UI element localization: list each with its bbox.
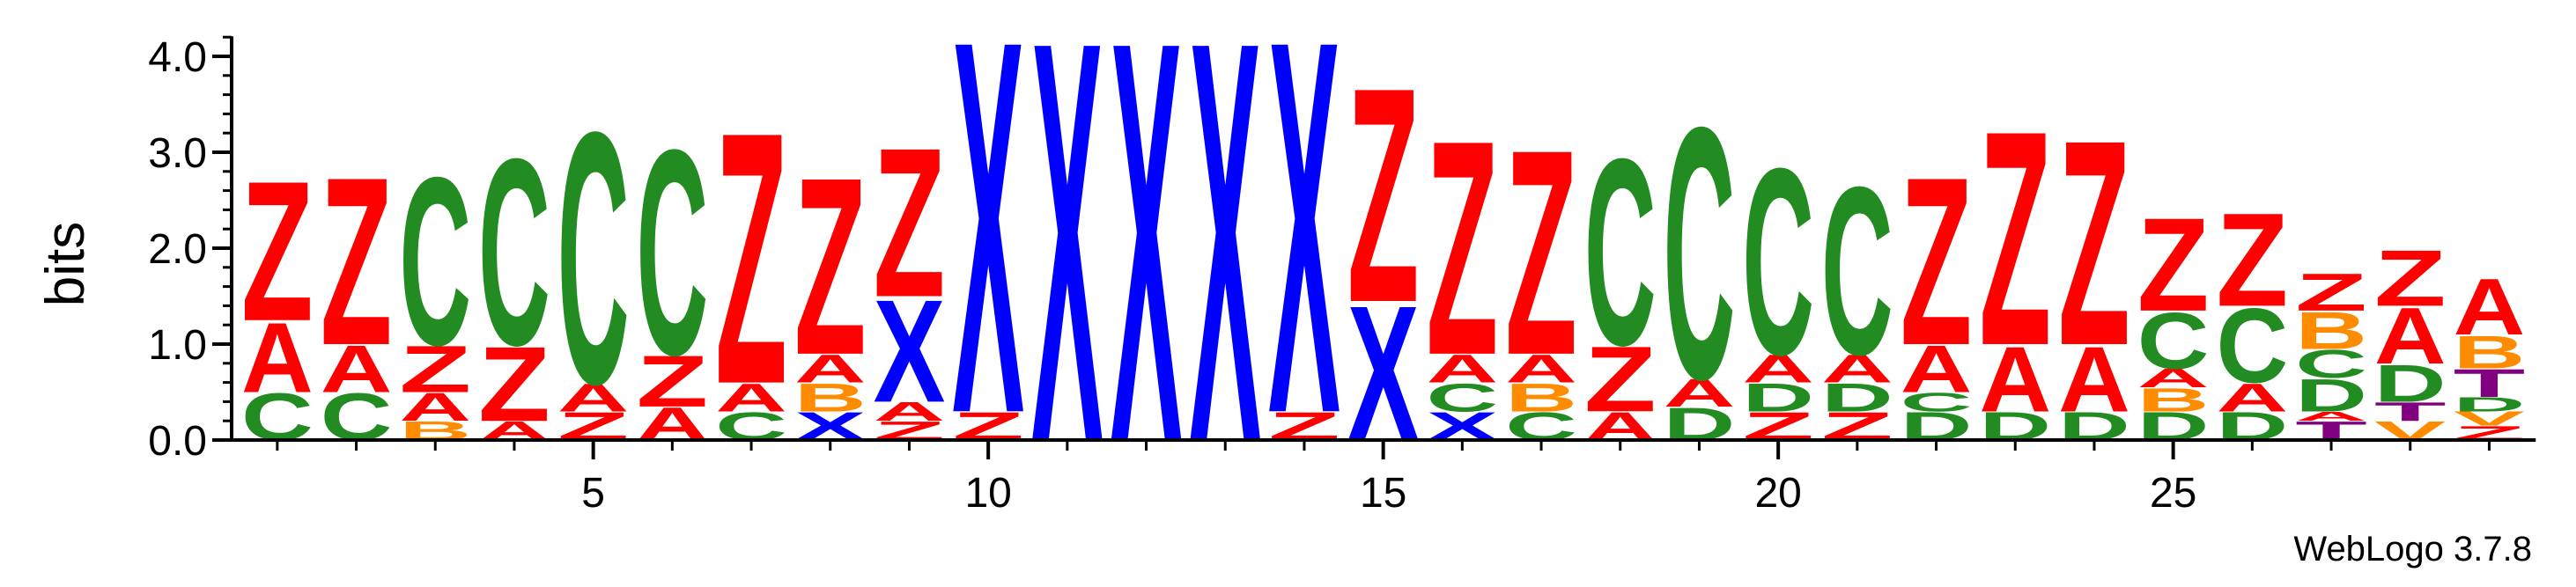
logo-letter-z-pos-3: Z	[399, 333, 471, 407]
y-tick-label: 2.0	[148, 226, 207, 273]
logo-letter-a-pos-20: A	[1742, 347, 1814, 392]
logo-letter-a-pos-8: A	[794, 347, 867, 392]
logo-letter-z-pos-23: Z	[1979, 66, 2051, 408]
logo-letter-z-pos-6: Z	[637, 340, 709, 422]
logo-letter-c-pos-22: C	[1901, 387, 1973, 417]
logo-letter-z-pos-9: Z	[874, 105, 946, 342]
logo-letter-x-pos-10: X	[952, 0, 1024, 525]
x-tick-label: 5	[581, 470, 605, 517]
x-tick-label: 25	[2150, 470, 2196, 517]
logo-letter-a-pos-24: A	[2058, 328, 2130, 432]
logo-letter-z-pos-18: Z	[1584, 327, 1657, 432]
axes: 0.0 1.0 2.0 3.0 4.0 5 10 15 20 25	[148, 34, 2536, 517]
logo-letter-v-pos-29: V	[2454, 407, 2525, 429]
logo-letter-b-pos-8: B	[794, 376, 867, 421]
logo-letter-z-pos-15: Z	[1347, 23, 1420, 365]
logo-letter-d-pos-27: D	[2295, 369, 2367, 421]
y-axis-label: bits	[35, 222, 96, 306]
logo-letter-z-pos-2: Z	[321, 128, 393, 395]
logo-letter-d-pos-28: D	[2374, 354, 2447, 413]
y-tick-label: 3.0	[148, 130, 207, 177]
logo-letter-a-pos-29: A	[2454, 262, 2526, 352]
logo-letter-c-pos-20: C	[1742, 114, 1814, 411]
logo-letter-x-pos-14: X	[1268, 0, 1340, 525]
logo-letter-a-pos-17: A	[1505, 347, 1577, 392]
logo-letter-x-pos-12: X	[1111, 0, 1183, 562]
logo-letter-z-pos-22: Z	[1901, 128, 1973, 395]
logo-letter-c-pos-21: C	[1821, 137, 1893, 405]
logo-letter-a-pos-1: A	[241, 302, 314, 414]
logo-letter-b-pos-25: B	[2137, 381, 2210, 418]
logo-letter-b-pos-29: B	[2454, 326, 2526, 378]
logo-letter-z-pos-28: Z	[2374, 234, 2447, 323]
logo-letter-a-pos-19: A	[1664, 371, 1736, 415]
logo-letter-a-pos-2: A	[321, 333, 393, 407]
logo-letter-x-pos-13: X	[1189, 0, 1261, 562]
logo-letter-c-pos-25: C	[2137, 296, 2210, 385]
logo-letter-a-pos-7: A	[715, 376, 787, 421]
logo-letter-z-pos-4: Z	[478, 326, 550, 444]
logo-letter-c-pos-18: C	[1584, 104, 1657, 401]
logo-letter-d-pos-21: D	[1821, 376, 1893, 421]
logo-letter-x-pos-9: X	[874, 269, 946, 433]
logo-letter-z-pos-17: Z	[1505, 88, 1577, 416]
logo-letter-a-pos-16: A	[1427, 347, 1499, 392]
logo-letter-z-pos-7: Z	[715, 58, 787, 459]
y-tick-label: 1.0	[148, 322, 207, 369]
logo-letter-z-pos-8: Z	[794, 125, 867, 408]
logo-letter-a-pos-9: A	[874, 397, 946, 427]
x-tick-label: 20	[1754, 470, 1801, 517]
logo-letter-a-pos-22: A	[1901, 333, 1973, 407]
logo-letter-a-pos-26: A	[2217, 376, 2289, 421]
x-tick-label: 15	[1360, 470, 1406, 517]
logo-letter-c-pos-4: C	[478, 104, 550, 401]
logo-letter-b-pos-17: B	[1505, 376, 1577, 421]
logo-letter-z-pos-1: Z	[241, 140, 314, 363]
logo-letter-t-pos-29: T	[2454, 361, 2526, 405]
logo-letter-a-pos-3: A	[399, 385, 471, 430]
logo-letter-a-pos-21: A	[1821, 347, 1893, 392]
logo-letter-z-pos-24: Z	[2058, 78, 2130, 407]
logo-letter-x-pos-11: X	[1031, 0, 1103, 562]
logo-letter-c-pos-3: C	[399, 128, 471, 395]
logo-letter-a-pos-28: A	[2374, 290, 2447, 380]
logo-letter-b-pos-27: B	[2295, 301, 2367, 360]
logo-letter-c-pos-5: C	[557, 57, 630, 459]
weblogo-version-label: WebLogo 3.7.8	[2293, 530, 2532, 569]
x-tick-label: 10	[964, 470, 1011, 517]
logo-letter-z-pos-26: Z	[2217, 187, 2289, 335]
logo-letter-c-pos-19: C	[1664, 53, 1736, 455]
logo-letter-a-pos-27: A	[2295, 409, 2367, 424]
logo-letter-c-pos-6: C	[637, 89, 709, 416]
logo-letter-z-pos-16: Z	[1427, 76, 1499, 418]
logo-letter-a-pos-25: A	[2137, 363, 2210, 393]
logo-letter-z-pos-27: Z	[2295, 262, 2367, 322]
y-tick-label: 4.0	[148, 34, 207, 81]
y-tick-label: 0.0	[148, 418, 207, 465]
logo-letter-t-pos-28: T	[2374, 397, 2447, 427]
logo-letter-c-pos-26: C	[2217, 286, 2289, 405]
logo-letter-a-pos-5: A	[557, 376, 630, 421]
logo-letter-z-pos-25: Z	[2137, 191, 2210, 340]
logo-letter-c-pos-16: C	[1427, 376, 1499, 421]
logo-letter-c-pos-27: C	[2295, 342, 2367, 387]
logo-letter-d-pos-20: D	[1742, 376, 1814, 421]
logo-letter-d-pos-29: D	[2454, 393, 2526, 415]
logo-letter-a-pos-23: A	[1979, 328, 2051, 432]
